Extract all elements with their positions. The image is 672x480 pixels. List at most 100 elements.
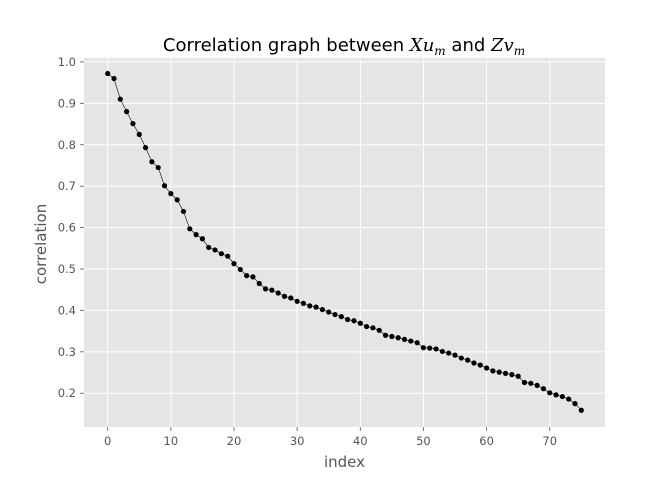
data-point xyxy=(364,323,370,330)
data-point xyxy=(149,159,155,165)
y-tick-label: 0.4 xyxy=(58,303,76,317)
data-point xyxy=(250,274,256,280)
data-point xyxy=(420,345,427,351)
data-point xyxy=(244,273,250,279)
data-point xyxy=(483,365,490,371)
data-point xyxy=(578,407,584,413)
data-point xyxy=(237,266,243,273)
y-tick-label: 0.2 xyxy=(58,386,76,400)
grid-lines xyxy=(84,58,605,427)
data-point xyxy=(458,355,464,361)
data-point xyxy=(174,197,180,203)
data-point xyxy=(187,226,193,232)
y-tick-label: 0.5 xyxy=(58,262,76,276)
data-point xyxy=(439,348,445,355)
data-point xyxy=(332,311,338,318)
y-tick-label: 0.8 xyxy=(58,138,76,152)
data-point xyxy=(161,183,168,189)
x-tick-label: 20 xyxy=(227,434,242,448)
data-point xyxy=(338,314,344,320)
data-point xyxy=(193,232,199,238)
data-point xyxy=(218,251,224,257)
data-point xyxy=(433,346,439,352)
data-point xyxy=(528,380,534,386)
data-point xyxy=(395,335,401,341)
data-point xyxy=(117,96,123,102)
y-tick-label: 0.3 xyxy=(58,345,76,359)
data-point xyxy=(401,336,408,343)
x-tick-label: 30 xyxy=(290,434,305,448)
data-point xyxy=(206,244,212,251)
x-tick-label: 70 xyxy=(542,434,557,448)
data-point xyxy=(269,287,275,293)
data-point xyxy=(256,280,262,287)
data-point xyxy=(275,290,281,296)
data-point xyxy=(319,306,325,313)
data-point xyxy=(111,75,117,82)
data-point xyxy=(357,320,363,326)
data-point xyxy=(521,379,528,386)
data-point xyxy=(496,369,502,375)
data-point xyxy=(180,208,187,215)
data-point xyxy=(199,236,206,242)
data-point xyxy=(414,340,420,346)
x-axis-label: index xyxy=(324,453,365,471)
data-point xyxy=(326,309,332,315)
data-point xyxy=(345,316,351,323)
x-tick-label: 50 xyxy=(416,434,431,448)
y-tick-label: 0.7 xyxy=(58,179,76,193)
data-point xyxy=(142,145,149,151)
plot-area xyxy=(84,58,605,427)
data-point xyxy=(376,327,382,333)
data-point xyxy=(300,300,307,306)
data-point xyxy=(225,253,231,259)
data-point xyxy=(540,386,547,392)
data-point xyxy=(313,304,319,310)
y-axis-label: correlation xyxy=(32,204,50,285)
data-point xyxy=(351,318,357,324)
data-point xyxy=(534,382,540,388)
data-point xyxy=(490,368,496,374)
data-point xyxy=(465,357,471,363)
data-point xyxy=(155,164,161,171)
chart-title: Correlation graph between Xum and Zvm xyxy=(163,35,525,58)
data-point xyxy=(509,372,515,378)
data-point xyxy=(566,396,572,402)
data-point xyxy=(130,121,136,127)
data-point xyxy=(477,362,483,368)
data-point xyxy=(452,352,458,358)
data-point xyxy=(212,247,218,253)
data-point xyxy=(559,393,565,400)
data-point xyxy=(408,338,414,344)
data-point xyxy=(446,350,452,356)
data-point xyxy=(307,303,313,309)
data-point xyxy=(572,401,578,407)
data-point xyxy=(547,390,553,396)
x-tick-label: 40 xyxy=(353,434,368,448)
data-point xyxy=(553,392,559,398)
data-point xyxy=(281,293,288,299)
data-point xyxy=(124,109,130,115)
axis-ticks: 0 10 20 30 40 50 60 70 0.2 0.3 0.4 0.5 0.6 0.7 0.8 0.9 1… xyxy=(58,55,557,448)
data-point xyxy=(471,360,477,366)
data-point xyxy=(262,286,269,292)
data-point xyxy=(370,325,376,331)
data-point xyxy=(502,370,509,376)
data-point xyxy=(105,70,111,77)
data-point xyxy=(168,191,174,197)
x-tick-label: 10 xyxy=(164,434,179,448)
y-tick-label: 0.9 xyxy=(58,96,76,110)
y-tick-label: 1.0 xyxy=(58,55,76,69)
data-point xyxy=(427,345,433,351)
y-tick-label: 0.6 xyxy=(58,221,76,235)
x-tick-label: 60 xyxy=(479,434,494,448)
data-point xyxy=(294,298,300,304)
data-markers xyxy=(105,70,584,413)
data-point xyxy=(515,373,521,379)
data-point xyxy=(231,261,237,267)
data-point xyxy=(136,131,142,138)
series-line xyxy=(107,73,582,411)
x-tick-label: 0 xyxy=(104,434,111,448)
